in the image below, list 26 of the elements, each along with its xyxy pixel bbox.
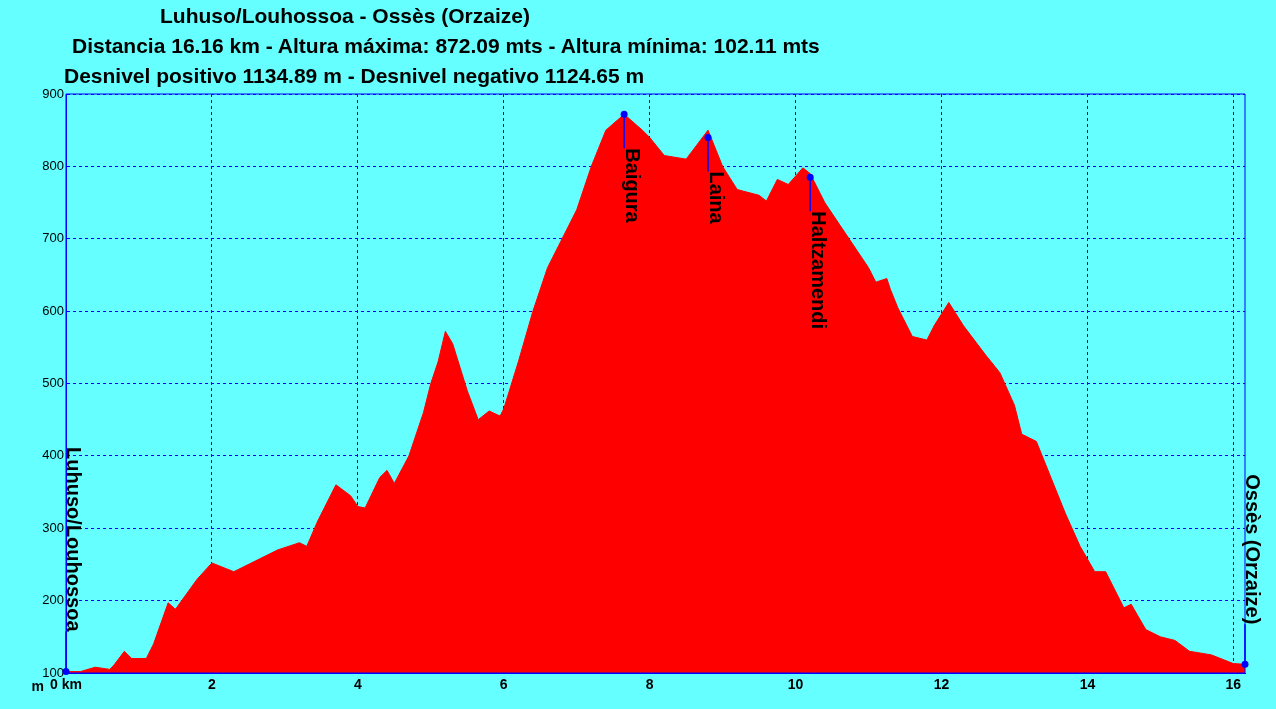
y-tick-label: 300 [42,519,64,535]
x-tick-label: 10 [787,676,804,693]
x-tick-label: 2 [208,676,217,693]
x-tick-label: 0 km [50,676,82,693]
annotation: Ossès (Orzaize) [1242,474,1265,625]
chart-title: Luhuso/Louhossoa - Ossès (Orzaize) [160,4,530,28]
y-axis-title: m [31,677,44,694]
y-tick-label: 200 [42,592,64,608]
x-tick-label: 14 [1079,676,1096,693]
x-tick-label: 6 [499,676,508,693]
annotation: Haltzamendi [807,211,830,330]
y-tick-label: 400 [42,447,64,463]
y-tick-label: 800 [42,157,64,173]
annotation: Luhuso/Louhossoa [63,447,86,633]
y-tick-label: 700 [42,230,64,246]
annotation: Baigura [621,148,644,224]
y-tick-label: 500 [42,375,64,391]
y-tick-label: 900 [42,85,64,101]
x-tick-label: 16 [1225,676,1242,693]
chart-subtitle: Distancia 16.16 km - Altura máxima: 872.09 mts - Altura mínima: 102.11 mts [72,34,820,58]
x-tick-label: 12 [933,676,950,693]
annotation: Laina [705,171,728,225]
y-tick-label: 600 [42,302,64,318]
x-tick-label: 4 [353,676,362,693]
x-tick-label: 8 [645,676,654,693]
text: Desnivel positivo 1134.89 m - Desnivel negativo 1124.65 m [64,64,645,88]
